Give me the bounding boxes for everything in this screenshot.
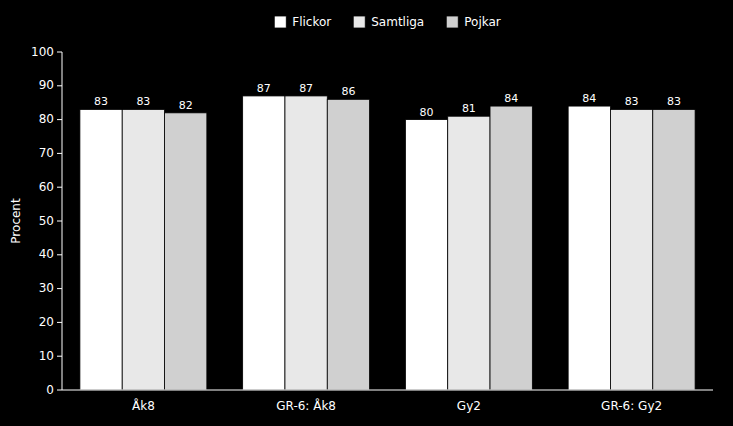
y-tick-label: 100 — [31, 45, 54, 59]
y-tick-label: 80 — [39, 112, 54, 126]
y-tick-label: 40 — [39, 247, 54, 261]
y-tick — [57, 288, 62, 289]
data-label: 83 — [94, 95, 108, 108]
y-tick — [57, 119, 62, 120]
data-label: 83 — [136, 95, 150, 108]
data-label: 80 — [420, 106, 434, 119]
y-tick-label: 50 — [39, 214, 54, 228]
bar — [610, 109, 652, 390]
y-tick — [57, 322, 62, 323]
x-axis-line — [62, 390, 713, 391]
y-tick-label: 20 — [39, 315, 54, 329]
y-tick-label: 70 — [39, 146, 54, 160]
bar — [568, 106, 610, 390]
legend-label: Pojkar — [464, 15, 501, 29]
bar — [490, 106, 532, 390]
data-label: 87 — [299, 82, 313, 95]
bar — [405, 120, 447, 390]
y-tick — [57, 85, 62, 86]
chart: 83 87 80 84 83 87 81 83 82 86 84 83 0 10 20 30 40 50 60 70 8… — [0, 0, 733, 426]
bar — [285, 96, 327, 390]
data-label: 84 — [504, 92, 518, 105]
bar — [165, 113, 207, 390]
y-tick — [57, 356, 62, 357]
y-tick-label: 0 — [46, 383, 54, 397]
y-tick-label: 90 — [39, 78, 54, 92]
legend-swatch — [446, 16, 458, 28]
background — [0, 0, 733, 426]
legend-swatch — [353, 16, 365, 28]
y-axis-label: Procent — [9, 198, 23, 244]
data-label: 84 — [582, 92, 596, 105]
x-tick-label: GR-6: Gy2 — [601, 399, 662, 413]
data-label: 83 — [667, 95, 681, 108]
y-tick-label: 60 — [39, 180, 54, 194]
data-label: 86 — [341, 85, 355, 98]
bar — [80, 109, 122, 390]
y-tick — [57, 153, 62, 154]
legend: Flickor Samtliga Pojkar — [274, 15, 501, 29]
y-tick — [57, 254, 62, 255]
y-tick — [57, 187, 62, 188]
x-tick-label: Åk8 — [132, 398, 155, 413]
data-labels: 83 87 80 84 83 87 81 83 82 86 84 83 — [94, 82, 681, 119]
data-label: 82 — [179, 99, 193, 112]
y-tick — [57, 52, 62, 53]
bar — [653, 109, 695, 390]
y-tick — [57, 390, 62, 391]
data-label: 87 — [257, 82, 271, 95]
bar — [448, 116, 490, 390]
data-label: 81 — [462, 102, 476, 115]
y-tick-label: 10 — [39, 349, 54, 363]
bars — [80, 96, 695, 390]
bar — [243, 96, 285, 390]
data-label: 83 — [625, 95, 639, 108]
legend-label: Samtliga — [371, 15, 424, 29]
y-tick — [57, 221, 62, 222]
bar — [327, 99, 369, 390]
y-tick-label: 30 — [39, 281, 54, 295]
bar — [122, 109, 164, 390]
x-tick-label: GR-6: Åk8 — [276, 398, 336, 413]
legend-label: Flickor — [292, 15, 331, 29]
legend-swatch — [274, 16, 286, 28]
x-tick-label: Gy2 — [457, 399, 481, 413]
